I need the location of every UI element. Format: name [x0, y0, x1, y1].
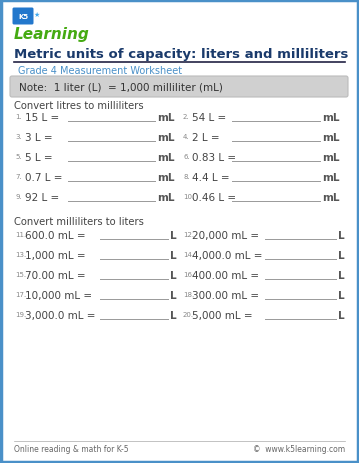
- Text: 0.83 L =: 0.83 L =: [192, 153, 236, 163]
- Text: 9.: 9.: [15, 194, 22, 200]
- Text: 10,000 mL =: 10,000 mL =: [25, 290, 92, 300]
- Text: L: L: [170, 231, 177, 240]
- Text: 7.: 7.: [15, 174, 22, 180]
- Text: 20.: 20.: [183, 311, 194, 317]
- Text: 15.: 15.: [15, 271, 26, 277]
- Text: 3 L =: 3 L =: [25, 133, 53, 143]
- Text: mL: mL: [157, 193, 174, 202]
- Text: 15 L =: 15 L =: [25, 113, 59, 123]
- Text: mL: mL: [322, 153, 340, 163]
- Text: 12.: 12.: [183, 232, 194, 238]
- Text: Convert litres to milliliters: Convert litres to milliliters: [14, 101, 144, 111]
- Text: Note:  1 liter (L)  = 1,000 milliliter (mL): Note: 1 liter (L) = 1,000 milliliter (mL…: [19, 82, 223, 92]
- Text: 70.00 mL =: 70.00 mL =: [25, 270, 86, 281]
- FancyBboxPatch shape: [13, 8, 33, 25]
- Text: 5.: 5.: [15, 154, 22, 160]
- Text: 2.: 2.: [183, 114, 190, 120]
- Text: 10.: 10.: [183, 194, 194, 200]
- Text: Grade 4 Measurement Worksheet: Grade 4 Measurement Worksheet: [18, 66, 182, 76]
- Text: 17.: 17.: [15, 291, 26, 297]
- Text: 20,000 mL =: 20,000 mL =: [192, 231, 259, 240]
- Text: L: L: [338, 310, 345, 320]
- Text: L: L: [338, 270, 345, 281]
- Text: L: L: [338, 231, 345, 240]
- Text: mL: mL: [322, 173, 340, 182]
- Text: 300.00 mL =: 300.00 mL =: [192, 290, 259, 300]
- Text: 11.: 11.: [15, 232, 26, 238]
- Text: L: L: [170, 290, 177, 300]
- Text: mL: mL: [157, 173, 174, 182]
- Text: 1.: 1.: [15, 114, 22, 120]
- Text: 54 L =: 54 L =: [192, 113, 226, 123]
- Text: mL: mL: [322, 193, 340, 202]
- Text: 5 L =: 5 L =: [25, 153, 53, 163]
- Text: L: L: [170, 250, 177, 260]
- Text: L: L: [338, 290, 345, 300]
- Text: mL: mL: [157, 153, 174, 163]
- Text: 13.: 13.: [15, 251, 26, 257]
- Text: Online reading & math for K-5: Online reading & math for K-5: [14, 444, 129, 453]
- Text: 4.: 4.: [183, 134, 190, 140]
- Text: 6.: 6.: [183, 154, 190, 160]
- Text: mL: mL: [157, 133, 174, 143]
- Text: mL: mL: [322, 133, 340, 143]
- Text: 18.: 18.: [183, 291, 194, 297]
- Text: 16.: 16.: [183, 271, 194, 277]
- Text: ★: ★: [34, 12, 40, 18]
- Text: mL: mL: [322, 113, 340, 123]
- FancyBboxPatch shape: [10, 77, 348, 98]
- Text: 14.: 14.: [183, 251, 194, 257]
- Text: 400.00 mL =: 400.00 mL =: [192, 270, 259, 281]
- Text: 0.46 L =: 0.46 L =: [192, 193, 236, 202]
- Text: mL: mL: [157, 113, 174, 123]
- Text: 600.0 mL =: 600.0 mL =: [25, 231, 86, 240]
- Text: 3,000.0 mL =: 3,000.0 mL =: [25, 310, 95, 320]
- Text: Metric units of capacity: liters and milliliters: Metric units of capacity: liters and mil…: [14, 48, 348, 61]
- Text: 4,000.0 mL =: 4,000.0 mL =: [192, 250, 262, 260]
- Text: 92 L =: 92 L =: [25, 193, 59, 202]
- Text: 4.4 L =: 4.4 L =: [192, 173, 230, 182]
- Text: L: L: [170, 310, 177, 320]
- Text: 2 L =: 2 L =: [192, 133, 220, 143]
- Text: 1,000 mL =: 1,000 mL =: [25, 250, 86, 260]
- Text: 0.7 L =: 0.7 L =: [25, 173, 62, 182]
- Text: 3.: 3.: [15, 134, 22, 140]
- Text: K5: K5: [18, 14, 28, 20]
- Text: L: L: [170, 270, 177, 281]
- Text: L: L: [338, 250, 345, 260]
- Text: 19.: 19.: [15, 311, 26, 317]
- Text: ©  www.k5learning.com: © www.k5learning.com: [253, 444, 345, 453]
- Text: 8.: 8.: [183, 174, 190, 180]
- Text: Convert milliliters to liters: Convert milliliters to liters: [14, 217, 144, 226]
- Text: Learning: Learning: [14, 27, 90, 42]
- Text: 5,000 mL =: 5,000 mL =: [192, 310, 253, 320]
